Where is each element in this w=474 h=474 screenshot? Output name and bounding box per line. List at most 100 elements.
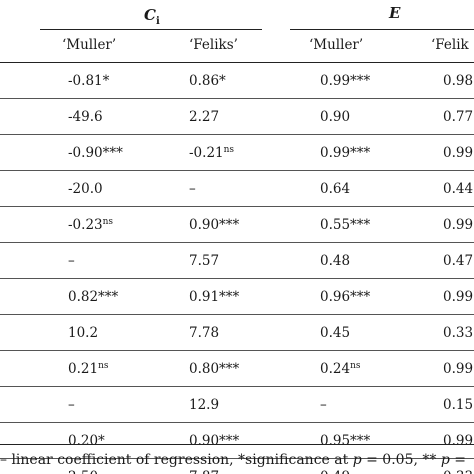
cell-value: 0.77 (443, 109, 474, 125)
table-cell: 0.90*** (189, 207, 239, 243)
table-cell: – (68, 243, 75, 279)
table-cell: 0.64 (320, 171, 350, 207)
table-cell: 0.24ns (320, 351, 360, 387)
row-divider (0, 278, 474, 279)
table-row: 0.21 ns 0.80*** 0.24ns 0.99 (0, 351, 474, 387)
table-cell: 0.55*** (320, 207, 370, 243)
cell-value: 0.80*** (189, 361, 240, 377)
cell-value: 0.99 (443, 433, 474, 449)
table-row: 10.2 7.78 0.45 0.33 (0, 315, 474, 351)
cell-value: -49.6 (68, 109, 103, 125)
cell-value: 0.33 (443, 469, 473, 474)
table-cell: 0.77 (443, 99, 473, 135)
table-cell: 0.99*** (320, 63, 370, 99)
row-divider (0, 242, 474, 243)
cell-value: 0.90*** (189, 433, 240, 449)
cell-value: -0.21 (189, 145, 224, 161)
table-cell: 0.91*** (189, 279, 239, 315)
cell-value: 0.82*** (68, 289, 119, 305)
table-cell: 0.15 (443, 387, 473, 423)
cell-value: 0.90 (320, 109, 351, 125)
table-cell: 0.80*** (189, 351, 239, 387)
table-cell: 0.90*** (189, 423, 239, 459)
cell-value: 0.55*** (320, 217, 371, 233)
group-rule-e (290, 29, 474, 30)
table-row: – 7.57 0.48 0.47 (0, 243, 474, 279)
cell-value: 0.20* (68, 433, 105, 449)
subheader-muller-ci: ‘Muller’ (62, 37, 117, 53)
cell-value: 7.87 (189, 469, 219, 474)
cell-value: 0.24 (320, 361, 351, 377)
cell-value: 2.27 (189, 109, 220, 125)
table-cell: 0.99 (443, 279, 473, 315)
cell-value: 0.21 (68, 361, 99, 377)
cell-value: 0.99 (443, 217, 474, 233)
cell-value: 7.78 (189, 325, 220, 341)
table-cell: 7.57 (189, 243, 219, 279)
table-cell: 0.95*** (320, 423, 370, 459)
row-divider (0, 134, 474, 135)
table-cell: 2.27 (189, 99, 219, 135)
table-cell: 0.45 (320, 315, 350, 351)
cell-value: – (68, 397, 75, 413)
table-cell: 0.48 (320, 243, 350, 279)
cell-value: 0.99*** (320, 145, 371, 161)
table-bottom-rule (0, 444, 474, 445)
cell-value: 0.33 (443, 325, 474, 341)
table-cell: 0.86* (189, 63, 226, 99)
table-cell: 7.87 (189, 459, 219, 474)
row-divider (0, 314, 474, 315)
table-cell: -0.23ns (68, 207, 113, 243)
cell-value: – (189, 181, 196, 197)
footnote-end: = (449, 452, 466, 468)
group-header-symbol: C (144, 6, 156, 24)
cell-value: 0.15 (443, 397, 474, 413)
significance-marker: ns (350, 361, 361, 371)
row-divider (0, 458, 474, 459)
table-cell: 0.99 (443, 207, 473, 243)
table-cell: – (320, 387, 327, 423)
table-footnote: – linear coefficient of regression, *sig… (0, 452, 466, 468)
table-cell: 0.20* (68, 423, 105, 459)
row-divider (0, 206, 474, 207)
cell-value: 0.45 (320, 325, 351, 341)
table-row: -20.0 – 0.64 0.44 (0, 171, 474, 207)
cell-value: 0.99 (443, 361, 474, 377)
table-row: -49.6 2.27 0.90 0.77 (0, 99, 474, 135)
table-cell: -20.0 (68, 171, 103, 207)
table-cell: 0.44 (443, 171, 473, 207)
subheader-feliks-e: ‘Felik (431, 37, 469, 53)
cell-value: 0.95*** (320, 433, 371, 449)
subheader-feliks-ci: ‘Feliks’ (189, 37, 238, 53)
table-cell: -0.21ns (189, 135, 234, 171)
group-header-subscript: i (155, 16, 160, 27)
cell-value: – (68, 253, 75, 269)
table-cell: -0.81* (68, 63, 109, 99)
cell-value: 0.44 (443, 181, 474, 197)
cell-value: -0.90*** (68, 145, 123, 161)
table-row: -0.81* 0.86* 0.99*** 0.98 (0, 63, 474, 99)
row-divider (0, 170, 474, 171)
table-cell: 0.82*** (68, 279, 118, 315)
table-cell: 0.47 (443, 243, 473, 279)
table-cell: 0.96*** (320, 279, 370, 315)
cell-value: 0.96*** (320, 289, 371, 305)
cell-value: 0.90*** (189, 217, 240, 233)
cell-value: – (320, 397, 327, 413)
cell-value: 0.91*** (189, 289, 240, 305)
significance-marker: ns (102, 217, 114, 227)
table-cell: 0.90 (320, 99, 350, 135)
table-cell: 0.49 (320, 459, 350, 474)
table-row: 0.82*** 0.91*** 0.96*** 0.99 (0, 279, 474, 315)
cell-value: 10.2 (68, 325, 99, 341)
footnote-p1: p (352, 452, 362, 468)
table-cell: 0.33 (443, 315, 473, 351)
row-divider (0, 98, 474, 99)
footnote-mid: = 0.05, ** (361, 452, 441, 468)
table-cell: 10.2 (68, 315, 98, 351)
table-cell: -49.6 (68, 99, 103, 135)
group-header-symbol: E (389, 4, 401, 22)
cell-value: 0.99 (443, 289, 474, 305)
group-header-e: E (389, 4, 400, 22)
